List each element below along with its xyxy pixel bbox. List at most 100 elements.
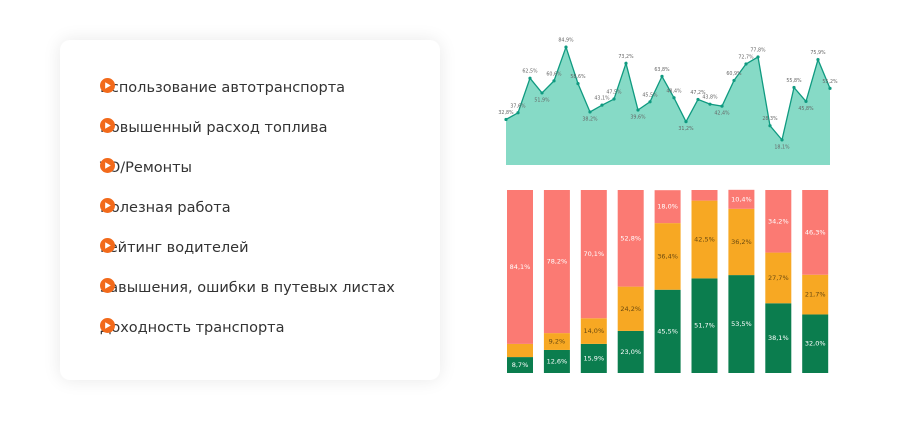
list-item: Повышенный расход топлива — [100, 118, 327, 138]
bar-label: 51,7% — [694, 322, 715, 330]
point-label: 84,9% — [558, 38, 574, 44]
point-label: 31,2% — [678, 126, 694, 132]
point — [744, 62, 748, 66]
point-label: 62,5% — [522, 69, 538, 75]
point-label: 75,9% — [810, 50, 826, 56]
list-text: Повышенный расход топлива — [100, 120, 328, 136]
list-item: ТО/Ремонты — [100, 158, 192, 178]
bar-segment — [765, 303, 792, 373]
bar-segment — [765, 190, 792, 253]
point — [516, 111, 520, 115]
bar-segment — [543, 349, 570, 373]
point-label: 60,9% — [726, 71, 742, 77]
bar-label: 8,7% — [512, 361, 529, 369]
bar-label: 10,4% — [731, 195, 752, 203]
list-text: Завышения, ошибки в путевых листах — [100, 280, 395, 296]
point-label: 73,2% — [618, 54, 634, 60]
bullet-icon — [100, 238, 115, 253]
bar-label: 34,2% — [768, 217, 789, 225]
point-label: 47,5% — [606, 90, 622, 96]
bar-label: 84,1% — [510, 263, 531, 271]
bar-label: 24,2% — [620, 305, 641, 313]
bar-segment — [580, 318, 607, 344]
point-label: 77,8% — [750, 47, 766, 53]
area-line — [505, 45, 831, 142]
bar-segment — [580, 343, 607, 373]
list-item: Использование автотранспорта — [100, 78, 345, 98]
list-item: Завышения, ошибки в путевых листах — [100, 278, 395, 298]
point — [732, 78, 736, 83]
bar-segment — [617, 286, 644, 331]
bar-label: 23,0% — [620, 348, 641, 356]
bar-segment — [543, 333, 570, 350]
point-label: 51,9% — [534, 97, 550, 103]
point — [528, 76, 532, 80]
bar-label: 18,0% — [657, 203, 678, 211]
point — [504, 117, 508, 122]
point — [780, 138, 784, 142]
bullet-icon — [100, 278, 115, 293]
point-label: 42,4% — [714, 111, 730, 117]
point-label: 39,6% — [630, 115, 646, 121]
point — [648, 100, 652, 104]
list-text: Доходность транспорта — [100, 320, 285, 336]
bar-segment — [765, 252, 792, 304]
point-label: 58,6% — [570, 74, 586, 80]
bar-label: 52,8% — [620, 234, 641, 242]
point — [720, 104, 724, 108]
point — [624, 61, 628, 65]
point — [612, 97, 616, 101]
bullet-icon — [100, 78, 115, 93]
point-label: 48,4% — [666, 88, 682, 94]
point — [696, 97, 700, 102]
point — [636, 108, 640, 112]
list-text: Использование автотранспорта — [100, 80, 346, 96]
bar-label: 42,5% — [694, 236, 715, 244]
point — [660, 74, 664, 78]
bar-segment — [728, 275, 755, 373]
bullet-icon — [100, 158, 115, 173]
bar-segment — [543, 190, 570, 334]
bar-segment — [728, 189, 755, 209]
point-label: 63,8% — [654, 67, 670, 73]
bullet-icon — [100, 118, 115, 133]
bar-label: 70,1% — [583, 250, 604, 258]
point — [828, 86, 832, 90]
bar-segment — [507, 190, 533, 344]
bar-label: 27,7% — [768, 274, 789, 282]
point — [804, 99, 808, 103]
point — [540, 91, 544, 95]
point-label: 37,6% — [510, 103, 526, 109]
bar-segment — [802, 314, 829, 373]
list-item: Рейтинг водителей — [100, 238, 249, 258]
bar-segment — [580, 190, 607, 319]
point-label: 43,8% — [702, 95, 718, 101]
point — [564, 45, 568, 49]
list-text: ТО/Ремонты — [100, 160, 193, 176]
area-fill — [506, 47, 830, 166]
bar-label: 21,7% — [805, 291, 826, 299]
bar-segment — [802, 190, 829, 275]
point-label: 18,1% — [774, 144, 790, 150]
list-item: Полезная работа — [100, 198, 231, 218]
point-label: 47,2% — [690, 90, 706, 96]
point — [576, 82, 580, 86]
bar-label: 36,2% — [731, 238, 752, 246]
bar-label: 14,0% — [583, 327, 604, 335]
point-label: 43,1% — [594, 96, 610, 102]
point — [588, 110, 592, 114]
bar-segment — [507, 343, 533, 358]
bar-segment — [802, 274, 829, 315]
point — [672, 96, 676, 100]
bar-label: 15,9% — [583, 354, 604, 362]
bar-segment — [691, 278, 718, 373]
point — [768, 124, 772, 128]
point — [792, 85, 796, 90]
bar-segment — [617, 190, 644, 287]
point-label: 55,8% — [786, 78, 802, 84]
list-text: Рейтинг водителей — [100, 240, 249, 256]
bar-segment — [654, 190, 681, 224]
point-label: 60,6% — [546, 71, 562, 77]
